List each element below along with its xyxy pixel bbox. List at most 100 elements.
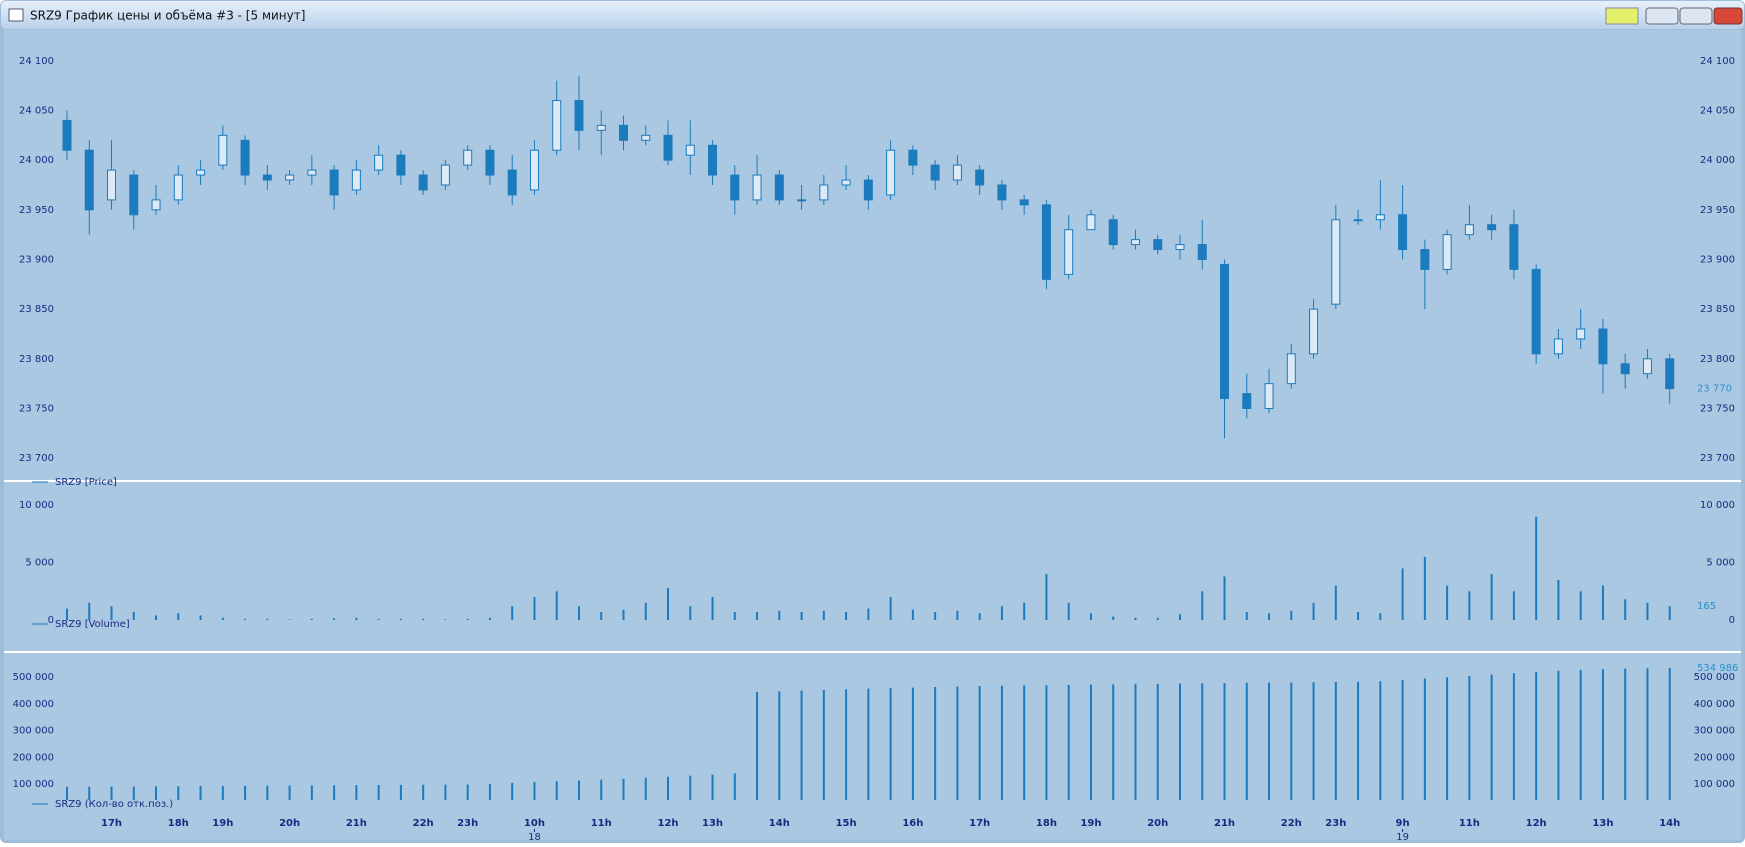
bar xyxy=(889,597,892,620)
x-tick-label: 13h xyxy=(1592,818,1613,829)
bar xyxy=(822,610,825,620)
candle-body xyxy=(1064,229,1074,275)
x-tick-label: 22h xyxy=(413,818,434,829)
x-tick-label: 14h xyxy=(769,818,790,829)
bar xyxy=(667,587,670,620)
candle-body xyxy=(1309,308,1319,355)
candle-body xyxy=(1153,239,1163,251)
bar xyxy=(1357,611,1360,620)
y-tick-label-right: 23 950 xyxy=(1700,205,1735,216)
bar xyxy=(1112,616,1115,620)
bar xyxy=(600,611,603,620)
y-tick-label: 5 000 xyxy=(25,558,54,569)
bar xyxy=(1601,585,1604,620)
bar xyxy=(444,784,447,800)
candle-body xyxy=(997,184,1007,201)
bar xyxy=(956,686,959,800)
y-tick-label-right: 10 000 xyxy=(1700,500,1735,511)
bar xyxy=(1179,683,1181,800)
x-tick-label: 23h xyxy=(457,818,478,829)
bar xyxy=(110,786,113,800)
bar xyxy=(978,613,981,620)
link-button[interactable] xyxy=(1605,7,1639,25)
candle-body xyxy=(173,174,183,201)
bar xyxy=(1312,602,1315,620)
candle-body xyxy=(863,179,873,201)
bar xyxy=(800,690,803,800)
bar xyxy=(1245,611,1248,620)
candle-body xyxy=(1041,204,1051,280)
bar xyxy=(1045,574,1048,620)
bar xyxy=(1379,681,1382,800)
bar xyxy=(689,775,692,800)
bar xyxy=(266,618,269,620)
candle-body xyxy=(1553,338,1563,355)
bar xyxy=(1179,614,1181,620)
x-tick-label: 13h xyxy=(702,818,723,829)
bar xyxy=(244,618,247,620)
bar xyxy=(1624,599,1627,620)
x-tick-label: 11h xyxy=(591,818,612,829)
candle-body xyxy=(307,169,317,176)
legend-label: SRZ9 [Volume] xyxy=(55,619,130,630)
candle-body xyxy=(1420,249,1430,270)
bar xyxy=(333,785,336,800)
candle-body xyxy=(685,144,695,156)
bar xyxy=(444,619,447,620)
bar xyxy=(1535,671,1538,800)
bar xyxy=(1089,613,1092,620)
maximize-button[interactable] xyxy=(1679,7,1713,25)
bar xyxy=(800,611,803,620)
candle-body xyxy=(1086,214,1096,231)
bar xyxy=(466,784,469,800)
window-icon xyxy=(8,8,24,22)
y-tick-label: 23 800 xyxy=(19,354,54,365)
chart-area xyxy=(4,30,1741,840)
candle-body xyxy=(1197,244,1207,260)
candle-body xyxy=(952,164,962,181)
x-tick-label: 21h xyxy=(346,818,367,829)
bar xyxy=(1579,591,1582,620)
y-tick-label: 23 700 xyxy=(19,453,54,464)
candle-body xyxy=(1487,224,1497,231)
bar xyxy=(266,785,269,800)
bar xyxy=(355,785,358,800)
x-tick-label: 14h xyxy=(1659,818,1680,829)
candle-body xyxy=(1353,219,1363,222)
bar xyxy=(756,611,759,620)
bar xyxy=(110,606,113,620)
bar xyxy=(733,611,736,620)
y-tick-label-right: 24 000 xyxy=(1700,155,1735,166)
x-tick-label: 21h xyxy=(1214,818,1235,829)
bar xyxy=(66,786,68,800)
bar xyxy=(978,685,981,800)
bar xyxy=(1468,675,1471,800)
y-tick-label: 23 900 xyxy=(19,254,54,265)
minimize-button[interactable] xyxy=(1645,7,1679,25)
bar xyxy=(711,597,714,620)
bar xyxy=(355,617,358,620)
bar xyxy=(1201,683,1204,800)
bar xyxy=(733,773,736,800)
x-tick-label: 18h xyxy=(168,818,189,829)
bar xyxy=(1089,684,1092,800)
bar xyxy=(511,606,514,620)
y-tick-label: 10 000 xyxy=(19,500,54,511)
candle-body xyxy=(1175,244,1185,251)
candle-body xyxy=(1264,383,1274,409)
candle-body xyxy=(1464,224,1474,236)
close-button[interactable] xyxy=(1713,7,1743,25)
last-value-label: 165 xyxy=(1697,601,1716,612)
bar xyxy=(310,618,313,620)
candle-body xyxy=(708,144,718,176)
candle-body xyxy=(1286,353,1296,385)
bar xyxy=(934,687,937,800)
last-value-label: 23 770 xyxy=(1697,384,1732,395)
bar xyxy=(422,784,425,800)
candle-body xyxy=(1242,393,1252,409)
bar xyxy=(377,618,380,620)
bar xyxy=(132,611,135,620)
y-tick-label-right: 400 000 xyxy=(1694,699,1735,710)
bar xyxy=(934,611,937,620)
bar xyxy=(911,609,914,620)
